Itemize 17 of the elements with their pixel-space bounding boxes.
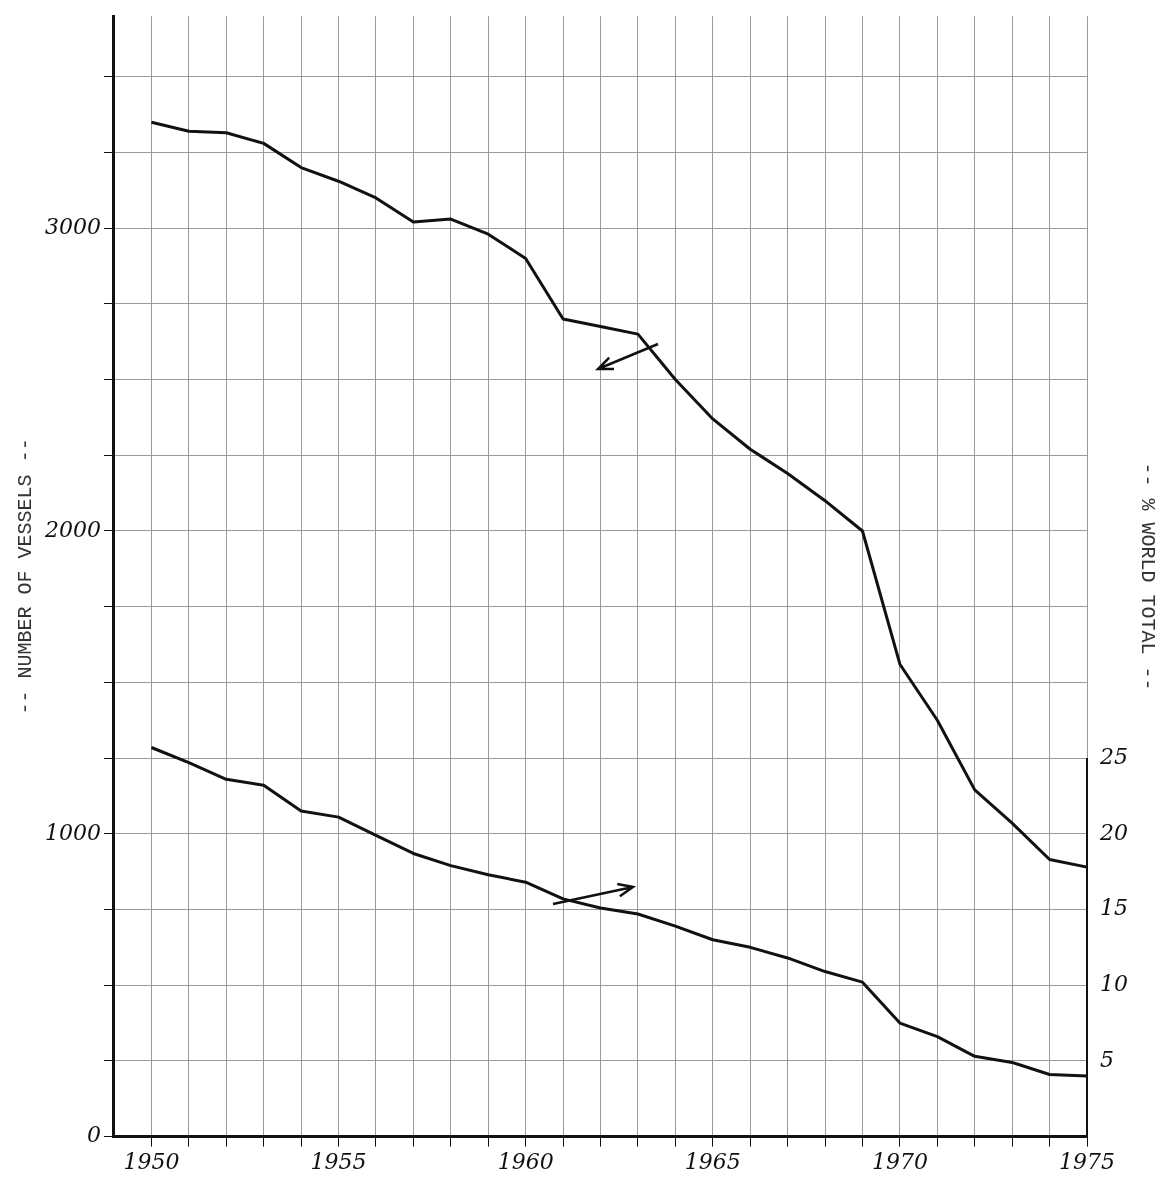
x-tick-label: 1975 <box>1059 1148 1116 1174</box>
y2-tick-label: 25 <box>1099 743 1129 769</box>
y2-tick-label: 15 <box>1100 895 1129 921</box>
x-tick-label: 1950 <box>123 1148 180 1174</box>
y2-tick-label: 20 <box>1099 819 1129 845</box>
y-axis-title: -- NUMBER OF VESSELS -- <box>14 438 38 715</box>
x-tick-label: 1965 <box>684 1148 741 1174</box>
x-tick-label: 1970 <box>871 1148 928 1174</box>
y2-tick-label: 10 <box>1100 970 1129 996</box>
y-tick-label: 2000 <box>43 516 101 542</box>
y2-tick-label: 5 <box>1100 1046 1115 1072</box>
x-tick-label: 1955 <box>310 1148 367 1174</box>
y-tick-label: 3000 <box>44 213 101 239</box>
y-tick-label: 0 <box>86 1122 101 1148</box>
x-tick-label: 1960 <box>497 1148 554 1174</box>
y2-axis-title: -- % WORLD TOTAL -- <box>1135 462 1159 691</box>
y-tick-label: 1000 <box>44 819 101 845</box>
